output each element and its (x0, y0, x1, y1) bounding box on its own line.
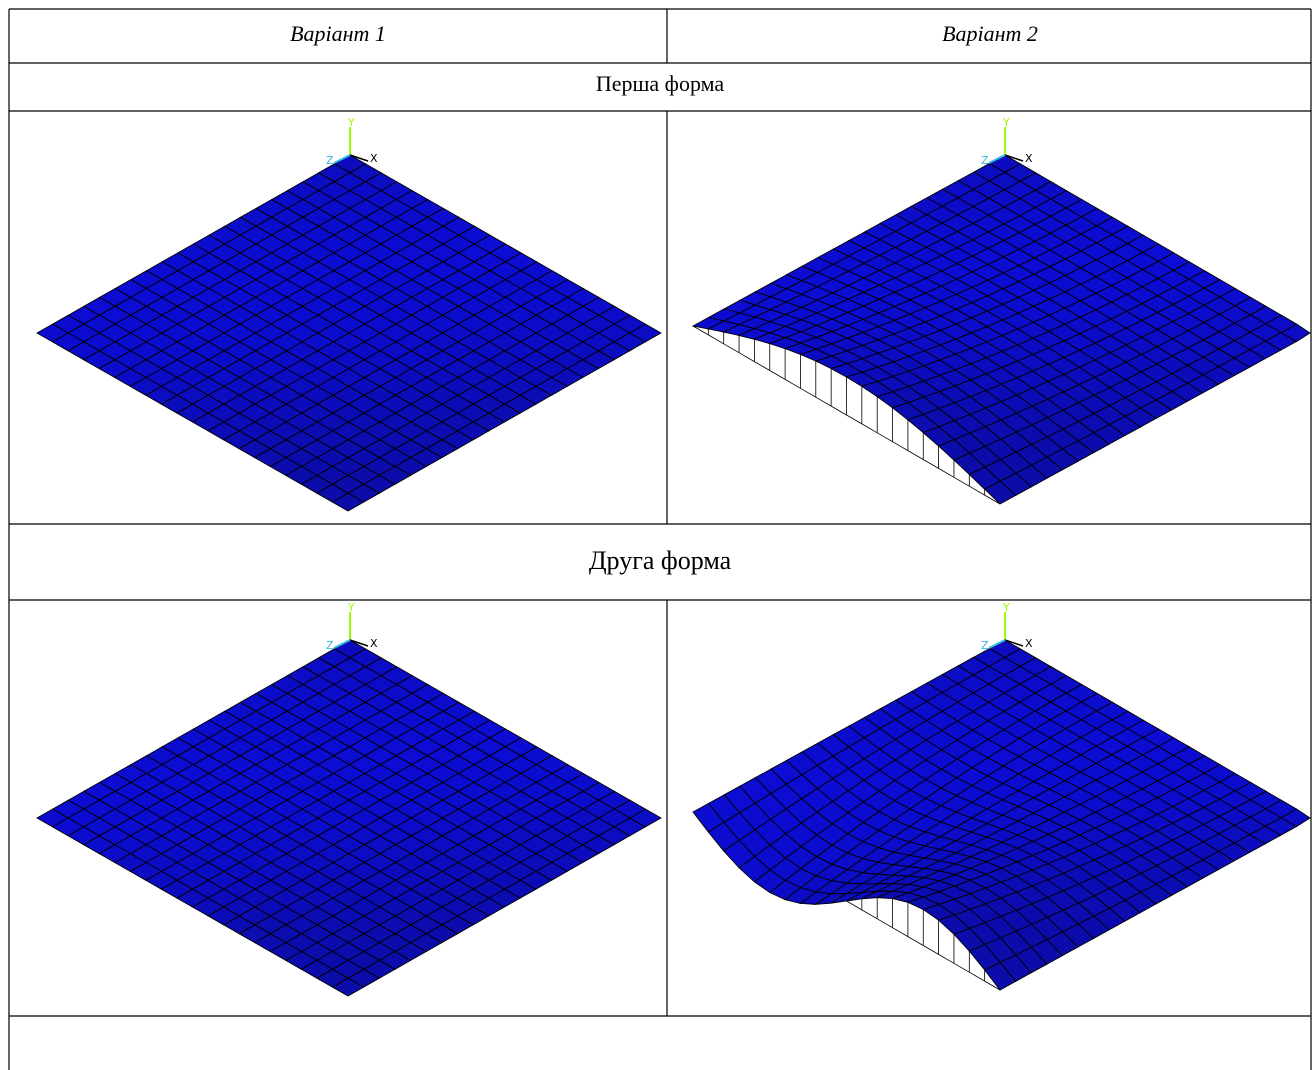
document: Варіант 1 Варіант 2 Перша форма Друга фо… (0, 0, 1312, 1070)
axis-label: Y (347, 116, 355, 129)
axis-label: Z (981, 639, 989, 652)
mesh-plate: Y X Z (693, 116, 1310, 504)
axis-label: X (370, 152, 378, 165)
mesh-plate: Y X Z (37, 116, 661, 511)
section-title: Перша форма (596, 71, 725, 96)
column-header: Варіант 2 (942, 21, 1038, 46)
axis-label: Y (1002, 116, 1010, 129)
axis-label: Y (1002, 601, 1010, 614)
column-header: Варіант 1 (290, 21, 386, 46)
axis-label: Z (981, 154, 989, 167)
section-title: Друга форма (589, 546, 732, 575)
page: Варіант 1 Варіант 2 Перша форма Друга фо… (0, 0, 1312, 1070)
axis-label: Z (326, 639, 334, 652)
axis-label: X (1025, 637, 1033, 650)
axis-label: Z (326, 154, 334, 167)
axis-label: X (1025, 152, 1033, 165)
mesh-plate: Y X Z (693, 601, 1310, 990)
axis-label: Y (347, 601, 355, 614)
mesh-plate: Y X Z (37, 601, 661, 996)
axis-label: X (370, 637, 378, 650)
